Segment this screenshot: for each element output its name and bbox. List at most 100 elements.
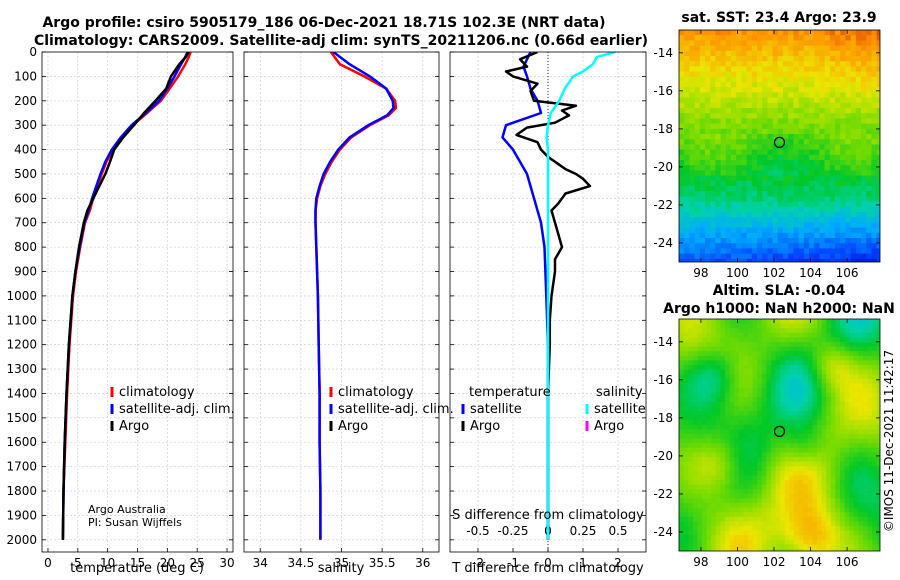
map-cell <box>789 447 795 453</box>
map-cell <box>679 232 685 239</box>
map-cell <box>746 186 753 192</box>
map-cell <box>761 498 767 504</box>
map-cell <box>688 397 694 403</box>
map-cell <box>705 217 711 223</box>
map-cell <box>780 351 786 357</box>
map-cell <box>849 516 855 522</box>
map-cell <box>746 66 753 73</box>
map-cell <box>861 238 867 244</box>
map-cell <box>688 424 694 430</box>
map-cell <box>679 186 685 192</box>
map-cell <box>853 401 859 407</box>
map-cell <box>840 180 846 187</box>
map-cell <box>861 170 867 177</box>
map-cell <box>720 102 727 109</box>
map-cell <box>684 149 690 156</box>
map-cell <box>826 447 832 453</box>
map-cell <box>807 401 813 407</box>
map-cell <box>751 50 758 57</box>
map-cell <box>679 512 685 518</box>
map-cell <box>736 212 742 218</box>
map-cell <box>748 323 754 329</box>
map-cell <box>788 45 794 52</box>
map-cell <box>830 549 836 551</box>
map-cell <box>798 429 804 435</box>
map-cell <box>867 332 873 338</box>
map-cell <box>694 71 701 78</box>
map-cell <box>725 139 732 145</box>
map-cell <box>679 544 685 550</box>
map-cell <box>692 424 698 430</box>
map-cell <box>783 165 789 171</box>
map-cell <box>771 415 777 421</box>
map-cell <box>689 118 696 125</box>
map-cell <box>793 50 800 57</box>
map-cell <box>767 238 774 244</box>
map-cell <box>817 369 823 375</box>
map-cell <box>694 123 701 130</box>
map-cell <box>814 92 820 99</box>
map-cell <box>798 128 805 135</box>
map-cell <box>752 328 758 334</box>
map-cell <box>830 346 836 352</box>
map-cell <box>861 222 867 229</box>
map-cell <box>757 369 763 375</box>
map-cell <box>766 549 772 551</box>
map-cell <box>775 383 781 389</box>
map-cell <box>692 383 698 389</box>
map-cell <box>858 535 864 541</box>
map-cell <box>866 87 872 93</box>
map-cell <box>734 397 740 403</box>
map-cell <box>702 484 708 490</box>
map-cell <box>734 438 740 444</box>
map-cell <box>705 113 711 119</box>
map-cell <box>855 92 862 99</box>
map-cell <box>788 243 794 249</box>
map-cell <box>697 332 703 338</box>
map-cell <box>725 415 731 421</box>
map-cell <box>845 238 852 244</box>
map-cell <box>761 452 767 458</box>
map-cell <box>803 243 810 249</box>
map-cell <box>866 92 872 99</box>
map-cell <box>871 170 878 177</box>
map-cell <box>809 71 815 78</box>
map-cell <box>772 40 779 47</box>
map-cell <box>775 342 781 348</box>
map-cell <box>679 113 685 119</box>
map-cell <box>867 355 873 361</box>
map-cell <box>694 139 701 145</box>
map-cell <box>794 507 800 513</box>
map-cell <box>812 360 818 366</box>
map-cell <box>746 40 753 47</box>
map-cell <box>766 539 772 545</box>
map-cell <box>850 30 857 36</box>
map-cell <box>866 118 872 125</box>
map-cell <box>679 461 685 467</box>
map-cell <box>840 503 846 509</box>
map-cell <box>771 530 777 536</box>
title-line2: Climatology: CARS2009. Satellite-adj cli… <box>34 33 648 49</box>
map-cell <box>748 512 754 518</box>
map-cell <box>829 118 836 125</box>
map-cell <box>849 507 855 513</box>
map-cell <box>858 323 864 329</box>
map-cell <box>817 521 823 527</box>
map-cell <box>699 149 706 156</box>
map-cell <box>821 369 827 375</box>
map-cell <box>871 149 878 156</box>
map-cell <box>798 196 805 203</box>
map-cell <box>689 217 696 223</box>
map-cell <box>715 480 721 486</box>
map-cell <box>683 457 689 463</box>
map-cell <box>766 424 772 430</box>
map-cell <box>725 429 731 435</box>
map-cell <box>871 102 878 109</box>
map-cell <box>738 388 744 394</box>
map-cell <box>752 342 758 348</box>
map-cell <box>863 406 869 412</box>
map-cell <box>850 253 857 260</box>
map-cell <box>861 40 867 47</box>
map-cell <box>830 521 836 527</box>
map-cell <box>783 92 789 99</box>
